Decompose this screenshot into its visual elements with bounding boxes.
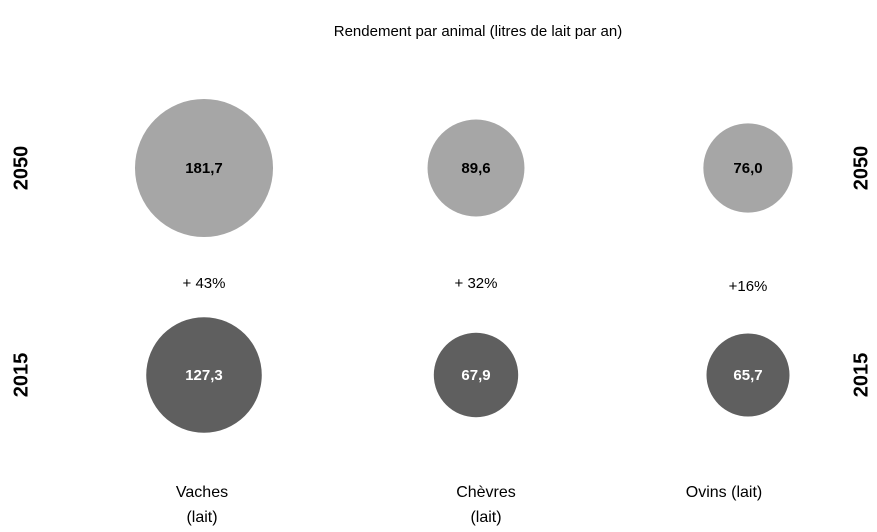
category-label: Ovins (lait) (685, 484, 763, 501)
change-annotation: +16% (729, 278, 768, 295)
chart-title: Rendement par animal (litres de lait par… (334, 23, 622, 40)
category-label: Vaches (lait) (175, 484, 229, 526)
bubble (146, 317, 262, 433)
row-label-right: 2015 (850, 353, 872, 398)
bubble (703, 123, 793, 213)
row-label-left: 2015 (10, 353, 32, 398)
change-annotation: + 43% (183, 275, 226, 292)
bubble-label: 89,6 (461, 160, 490, 177)
category-label: Chèvres (lait) (456, 484, 516, 526)
bubble (427, 119, 525, 217)
bubble-label: 127,3 (185, 367, 223, 384)
row-label-right: 2050 (850, 146, 872, 191)
bubble (134, 98, 274, 238)
bubble-label: 181,7 (185, 160, 223, 177)
bubble (706, 333, 790, 417)
bubble-label: 65,7 (733, 367, 762, 384)
bubble (433, 332, 519, 418)
bubble-label: 67,9 (461, 367, 490, 384)
bubble-label: 76,0 (733, 160, 762, 177)
change-annotation: + 32% (455, 275, 498, 292)
row-label-left: 2050 (10, 146, 32, 191)
